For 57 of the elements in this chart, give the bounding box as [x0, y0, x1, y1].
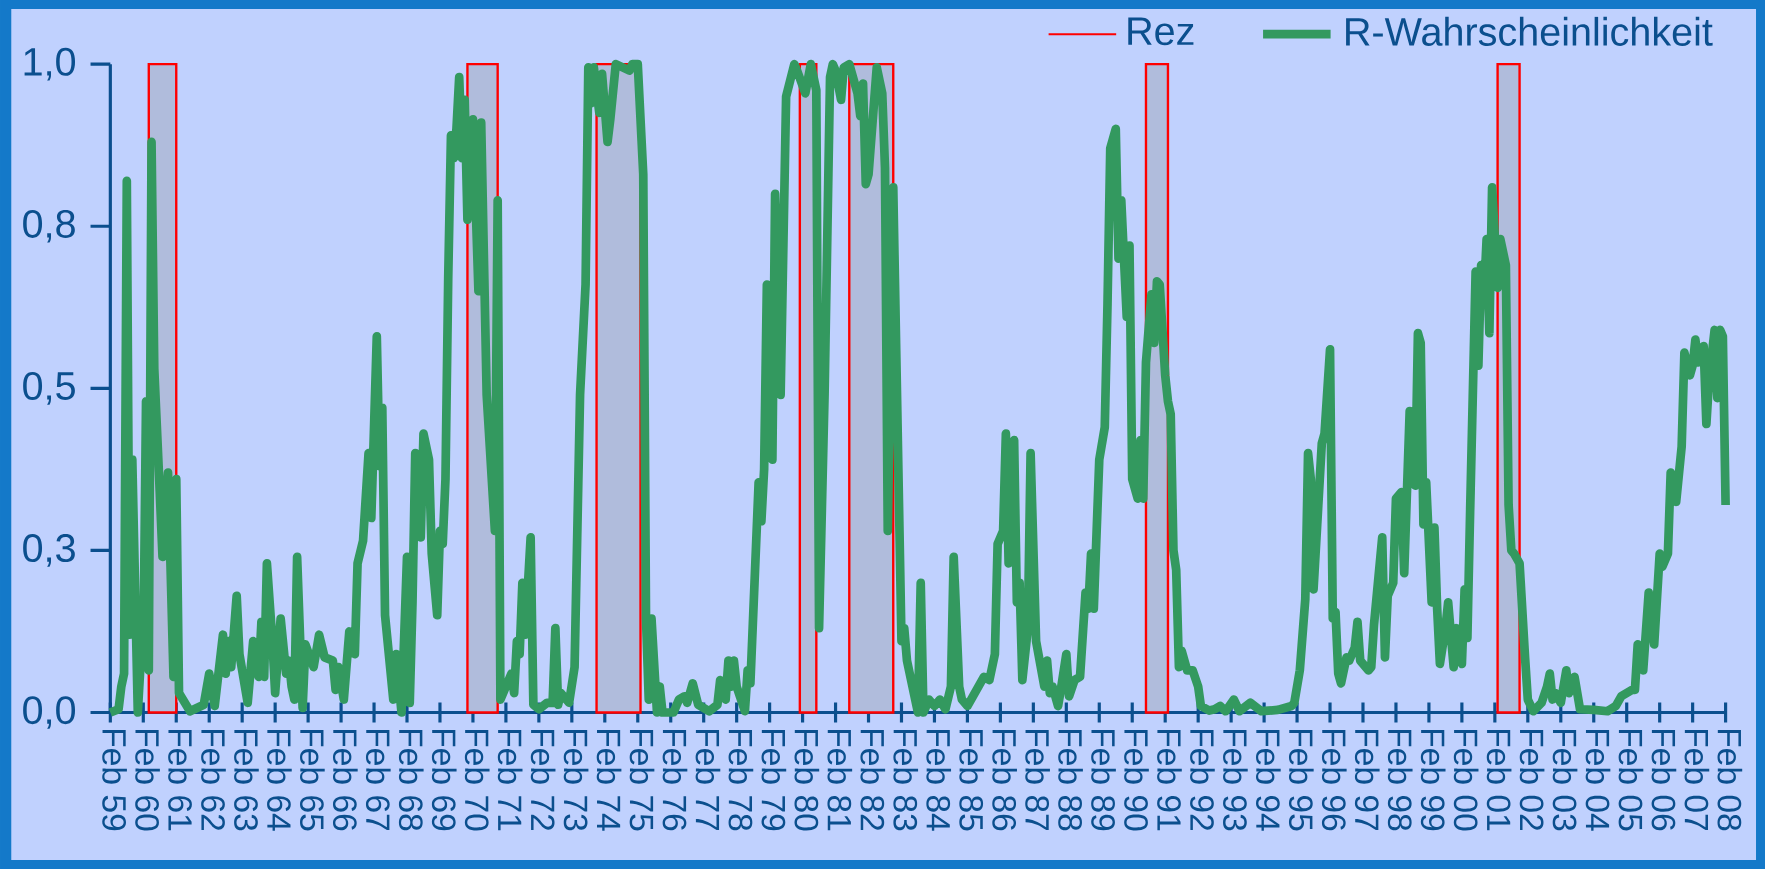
x-tick-label: Feb 04: [1585, 729, 1611, 831]
x-tick-label: Feb 89: [1091, 729, 1116, 831]
y-tick-label: 0,3: [23, 534, 75, 567]
x-tick-label: Feb 90: [1124, 729, 1149, 831]
x-tick-label: Feb 65: [300, 729, 325, 831]
x-tick-label: Feb 01: [1486, 729, 1512, 831]
x-tick-label: Feb 75: [629, 729, 655, 831]
x-tick-label: Feb 71: [497, 729, 523, 831]
x-tick-label: Feb 63: [234, 729, 259, 831]
x-tick-label: Feb 88: [1058, 729, 1083, 831]
x-tick-label: Feb 67: [365, 729, 391, 831]
x-tick-label: Feb 70: [464, 729, 490, 831]
x-tick-label: Feb 96: [1321, 729, 1347, 831]
x-tick-label: Feb 68: [398, 729, 424, 831]
x-tick-label: Feb 77: [695, 729, 721, 831]
x-tick-label: Feb 80: [794, 729, 820, 831]
x-tick-label: Feb 83: [893, 729, 919, 831]
x-tick-label: Feb 74: [596, 729, 622, 831]
x-tick-label: Feb 60: [135, 729, 160, 831]
x-tick-label: Feb 76: [662, 729, 688, 831]
x-tick-label: Feb 00: [1453, 729, 1479, 831]
x-tick-label: Feb 61: [168, 729, 193, 831]
x-tick-label: Feb 91: [1157, 729, 1182, 831]
legend-label: R-Wahrscheinlichkeit: [1346, 16, 1713, 46]
x-tick-label: Feb 85: [959, 729, 985, 831]
x-tick-label: Feb 69: [431, 729, 457, 831]
x-tick-label: Feb 72: [530, 729, 556, 831]
x-tick-label: Feb 93: [1223, 729, 1248, 831]
y-tick-label: 0,5: [23, 372, 75, 405]
x-tick-label: Feb 86: [992, 729, 1017, 831]
x-tick-label: Feb 66: [332, 729, 358, 831]
x-tick-label: Feb 98: [1387, 729, 1413, 831]
x-tick-label: Feb 81: [827, 729, 853, 831]
legend-label: Rez: [1128, 17, 1194, 46]
x-tick-label: Feb 07: [1684, 729, 1710, 831]
x-tick-label: Feb 08: [1717, 729, 1743, 831]
x-tick-label: Feb 59: [102, 729, 127, 831]
y-tick-label: 0,0: [23, 696, 76, 729]
x-tick-label: Feb 95: [1288, 729, 1314, 831]
x-tick-label: Feb 79: [761, 729, 787, 831]
x-tick-label: Feb 87: [1025, 729, 1050, 831]
x-tick-label: Feb 73: [563, 729, 589, 831]
x-tick-label: Feb 92: [1190, 729, 1215, 831]
x-tick-label: Feb 62: [201, 729, 226, 831]
x-tick-label: Feb 64: [267, 729, 292, 831]
x-tick-label: Feb 97: [1354, 729, 1380, 831]
x-tick-label: Feb 05: [1618, 729, 1644, 831]
x-tick-label: Feb 94: [1256, 729, 1281, 831]
x-tick-label: Feb 06: [1651, 729, 1677, 831]
y-tick-label: 1,0: [24, 47, 76, 81]
x-tick-label: Feb 82: [860, 729, 886, 831]
y-tick-label: 0,8: [23, 209, 75, 243]
x-tick-label: Feb 03: [1552, 729, 1578, 831]
x-tick-label: Feb 84: [926, 729, 952, 831]
x-tick-label: Feb 99: [1420, 729, 1446, 831]
x-tick-label: Feb 02: [1519, 729, 1545, 831]
x-tick-label: Feb 78: [728, 729, 754, 831]
